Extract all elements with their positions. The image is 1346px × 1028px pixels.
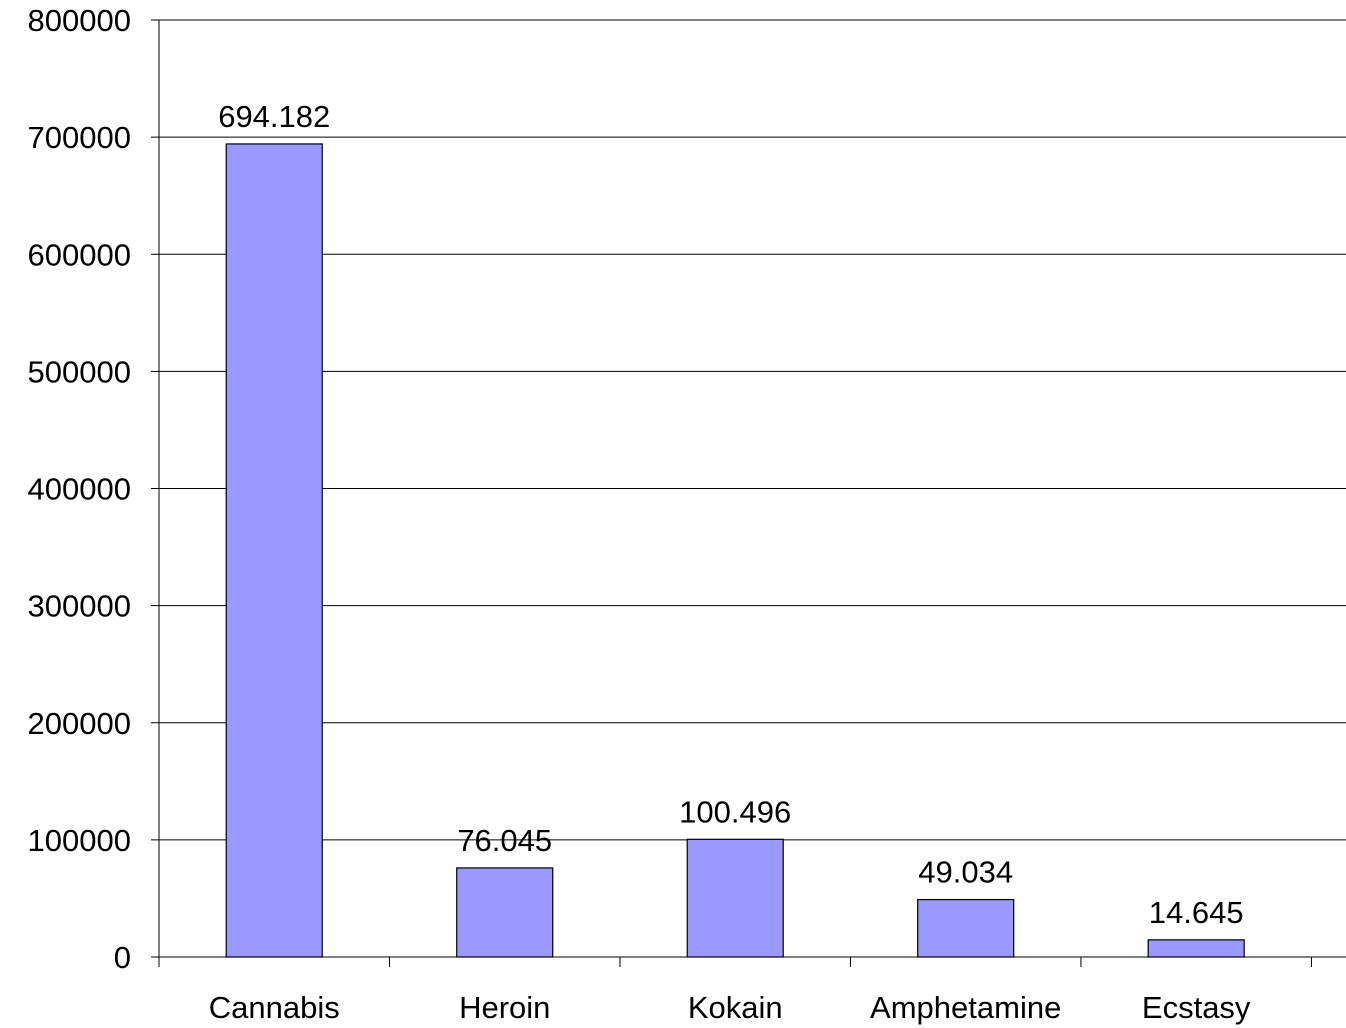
data-label-amphetamine: 49.034	[918, 855, 1013, 890]
bars	[225, 143, 1245, 958]
category-label-amphetamine: Amphetamine	[870, 990, 1061, 1025]
y-tick-label: 600000	[28, 237, 131, 272]
gridlines	[159, 19, 1346, 841]
bar-amphetamine	[917, 898, 1015, 958]
category-label-ecstasy: Ecstasy	[1142, 990, 1251, 1025]
y-tick-label: 500000	[28, 354, 131, 389]
data-label-cannabis: 694.182	[218, 99, 330, 134]
y-tick-label: 400000	[28, 472, 131, 507]
y-tick-label: 100000	[28, 823, 131, 858]
y-tick-label: 700000	[28, 120, 131, 155]
bar-heroin	[456, 867, 554, 958]
data-label-kokain: 100.496	[679, 794, 791, 829]
y-tick-label: 200000	[28, 706, 131, 741]
category-label-cannabis: Cannabis	[209, 990, 340, 1025]
bar-cannabis	[225, 143, 323, 958]
category-label-kokain: Kokain	[688, 990, 783, 1025]
data-label-heroin: 76.045	[457, 823, 552, 858]
y-tick-label: 300000	[28, 589, 131, 624]
labels: 0 100000 200000 300000 400000 500000 600000 700…	[28, 3, 1251, 1025]
bar-ecstasy	[1147, 939, 1245, 958]
y-tick-label: 0	[114, 940, 131, 975]
category-label-heroin: Heroin	[459, 990, 550, 1025]
data-label-ecstasy: 14.645	[1149, 895, 1244, 930]
y-tick-label: 800000	[28, 3, 131, 38]
bar-kokain	[686, 838, 784, 958]
